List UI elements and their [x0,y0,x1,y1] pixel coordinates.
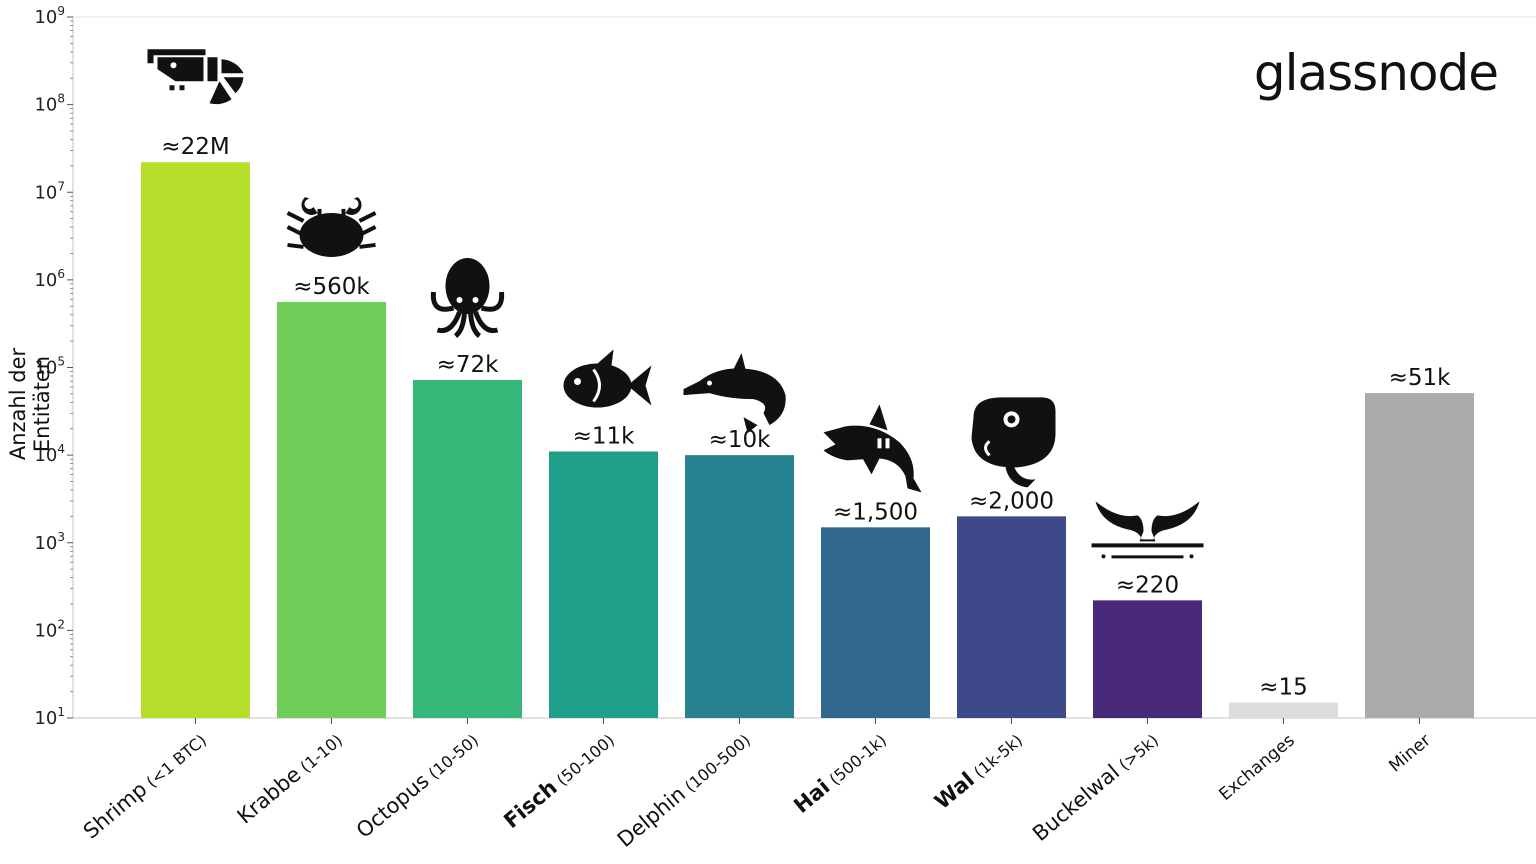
chart-icons [147,49,1204,559]
dolphin-icon [683,353,786,434]
value-label: ≈72k [437,352,500,378]
shrimp-icon [147,49,244,105]
y-axis-label: Anzahl der Entitäten [6,347,54,461]
x-tick-label: Fisch (50-100) [499,727,618,833]
bar-shrimp [141,162,250,718]
y-tick-label: 105 [34,355,65,379]
whale-icon [971,397,1056,488]
y-tick-label: 104 [34,442,65,466]
y-tick-label: 102 [34,617,65,641]
y-tick-label: 109 [34,4,65,28]
bar-wal [957,516,1066,718]
bar-delphin [685,455,794,718]
value-label: ≈560k [293,274,370,300]
glassnode-logo: glassnode [1253,44,1499,102]
bar-buckelwal [1093,600,1202,718]
bar-exchanges [1229,702,1338,718]
x-tick-label: Buckelwal (>5k) [1028,727,1163,845]
value-label: ≈1,500 [833,499,918,525]
x-tick-label: Krabbe (1-10) [233,727,347,828]
bar-fisch [549,451,658,718]
bar-octopus [413,380,522,718]
x-tick-label: Octopus (10-50) [352,727,483,842]
x-tick-label: Wal (1k-5k) [930,727,1027,814]
value-label: ≈15 [1259,675,1308,701]
x-tick-label: Miner [1385,731,1434,777]
value-label: ≈220 [1116,572,1179,598]
y-tick-label: 108 [34,92,65,116]
value-label: ≈11k [573,423,636,449]
bar-krabbe [277,301,386,718]
chart-bars [141,162,1474,718]
y-tick-label: 103 [34,530,65,554]
y-tick-label: 101 [34,705,65,729]
y-tick-label: 107 [34,179,65,203]
humpback-tail-icon [1091,501,1204,559]
x-tick-label: Hai (500-1k) [789,727,890,818]
x-tick-label: Shrimp (<1 BTC) [79,727,211,843]
octopus-icon [430,258,505,339]
value-label: ≈2,000 [969,488,1054,514]
value-label: ≈22M [161,134,229,160]
y-tick-label: 106 [34,267,65,291]
x-tick-label: Exchanges [1215,730,1298,804]
value-label: ≈10k [709,427,772,453]
crab-icon [286,196,377,257]
x-tick-label: Delphin (100-500) [613,727,755,852]
shark-icon [823,404,922,493]
bar-hai [821,527,930,718]
fish-icon [563,349,652,408]
value-label: ≈51k [1389,365,1452,391]
bar-miner [1365,393,1474,718]
